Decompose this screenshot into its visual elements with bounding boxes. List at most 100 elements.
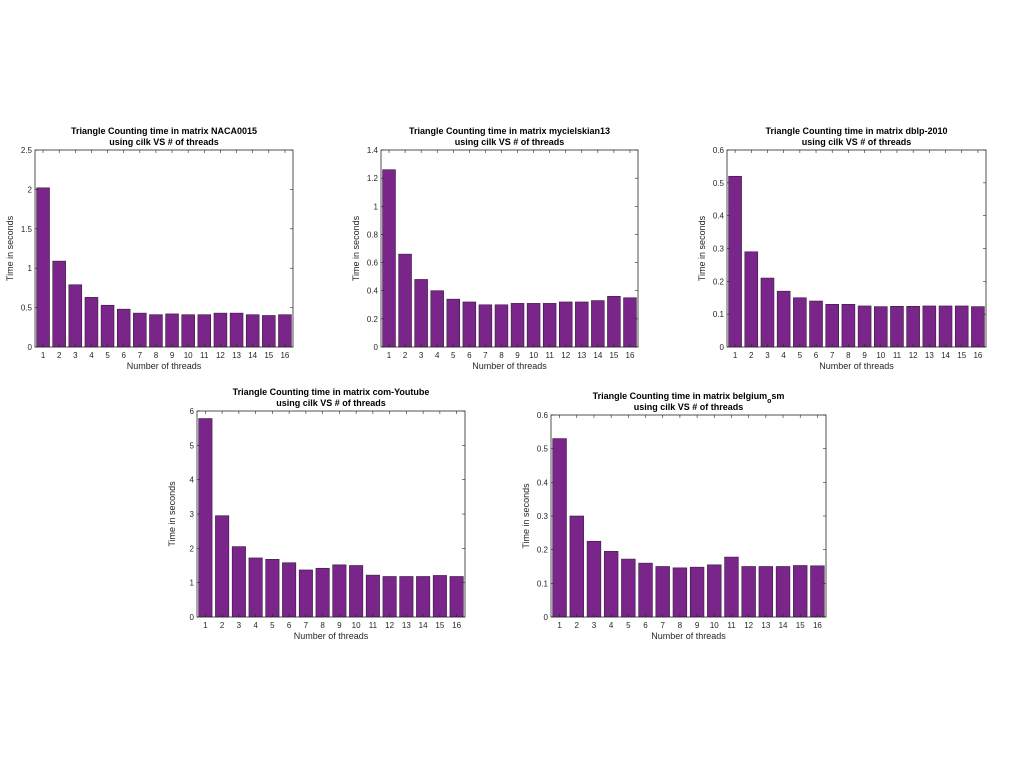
- subplot-5: 1 2 3 4 5 6 7 8 9 10 11 12 13 14 15 1600.10.20.30.40.50…: [521, 391, 827, 641]
- y-axis-label: Time in seconds: [167, 481, 177, 547]
- y-tick-label: 1: [28, 264, 33, 273]
- x-tick-label: 11: [200, 351, 209, 360]
- bar-10: [349, 565, 364, 618]
- x-tick-label: 4: [89, 351, 94, 360]
- x-tick-label: 15: [609, 351, 618, 360]
- x-tick-label: 4: [253, 621, 258, 630]
- bar-1: [728, 175, 742, 348]
- y-tick-label: 2: [190, 544, 195, 553]
- x-tick-label: 2: [57, 351, 62, 360]
- x-tick-label: 2: [575, 621, 580, 630]
- x-tick-label: 3: [765, 351, 770, 360]
- bar-9: [332, 564, 347, 618]
- x-tick-label: 6: [287, 621, 292, 630]
- bar-12: [741, 566, 756, 618]
- x-tick-label: 13: [761, 621, 770, 630]
- y-axis-label: Time in seconds: [521, 483, 531, 549]
- y-tick-label: 0.6: [537, 411, 549, 420]
- x-tick-label: 13: [925, 351, 934, 360]
- x-tick-label: 3: [419, 351, 424, 360]
- x-tick-label: 15: [957, 351, 966, 360]
- x-tick-label: 14: [593, 351, 602, 360]
- y-tick-label: 0.3: [537, 512, 549, 521]
- bar-2: [744, 251, 759, 348]
- bar-5: [100, 304, 115, 348]
- bar-12: [558, 301, 573, 348]
- bar-10: [526, 303, 541, 348]
- bar-6: [282, 562, 297, 618]
- x-tick-label: 6: [643, 621, 648, 630]
- bar-11: [365, 574, 380, 618]
- chart-title-line-2: using cilk VS # of threads: [276, 398, 386, 408]
- bar-3: [586, 540, 602, 618]
- y-tick-label: 0.6: [367, 259, 379, 268]
- x-tick-label: 14: [941, 351, 950, 360]
- bar-11: [724, 556, 739, 618]
- y-tick-label: 0.2: [367, 315, 379, 324]
- y-tick-label: 0.4: [713, 212, 725, 221]
- bar-6: [809, 300, 823, 348]
- x-tick-label: 15: [435, 621, 444, 630]
- bar-16: [623, 297, 637, 348]
- y-tick-label: 2.5: [21, 146, 33, 155]
- bar-3: [760, 277, 775, 348]
- bar-4: [248, 557, 263, 618]
- bar-1: [36, 187, 50, 348]
- plot-frame: [380, 149, 639, 348]
- bar-4: [603, 551, 619, 618]
- title-subscript: o: [767, 398, 771, 405]
- chart-title-line-2: using cilk VS # of threads: [109, 137, 219, 147]
- bar-9: [165, 313, 179, 348]
- x-tick-label: 9: [515, 351, 520, 360]
- bar-7: [825, 304, 839, 348]
- x-tick-label: 5: [451, 351, 456, 360]
- y-tick-label: 3: [190, 510, 195, 519]
- bar-2: [52, 260, 66, 348]
- y-tick-label: 2: [28, 185, 33, 194]
- bar-8: [672, 567, 688, 618]
- bar-5: [793, 297, 807, 348]
- x-tick-label: 4: [781, 351, 786, 360]
- bar-4: [430, 290, 444, 348]
- bar-14: [591, 300, 605, 348]
- x-tick-label: 13: [577, 351, 586, 360]
- subplot-3: 1 2 3 4 5 6 7 8 9 10 11 12 13 14 15 1600.10.20.30.40.50…: [697, 126, 987, 371]
- x-tick-label: 4: [435, 351, 440, 360]
- bar-12: [382, 576, 397, 618]
- y-tick-label: 0.3: [713, 245, 725, 254]
- x-tick-label: 15: [796, 621, 805, 630]
- y-tick-label: 0.2: [537, 546, 549, 555]
- y-tick-label: 6: [190, 407, 195, 416]
- bar-9: [857, 305, 872, 348]
- x-tick-label: 1: [557, 621, 562, 630]
- x-tick-label: 8: [846, 351, 851, 360]
- x-tick-label: 3: [237, 621, 242, 630]
- bar-6: [638, 562, 653, 618]
- y-tick-label: 5: [190, 441, 195, 450]
- x-tick-label: 14: [419, 621, 428, 630]
- bar-16: [971, 306, 985, 348]
- x-tick-label: 3: [592, 621, 597, 630]
- bar-10: [707, 564, 722, 618]
- y-tick-label: 1.4: [367, 146, 379, 155]
- x-tick-label: 5: [626, 621, 631, 630]
- chart-title-line-1: Triangle Counting time in matrix NACA001…: [71, 126, 257, 136]
- x-tick-label: 12: [561, 351, 570, 360]
- x-tick-label: 8: [499, 351, 504, 360]
- subplot-1: 1 2 3 4 5 6 7 8 9 10 11 12 13 14 15 1600.511.522.5Numbe…: [5, 126, 294, 371]
- bar-7: [478, 304, 493, 348]
- bar-1: [198, 418, 213, 618]
- bar-8: [149, 314, 163, 348]
- bar-16: [278, 314, 292, 348]
- x-tick-label: 16: [280, 351, 289, 360]
- bar-8: [841, 304, 856, 348]
- x-tick-label: 1: [733, 351, 738, 360]
- y-tick-label: 0.8: [367, 230, 379, 239]
- x-tick-label: 16: [813, 621, 822, 630]
- bar-9: [689, 566, 705, 618]
- x-tick-label: 11: [727, 621, 736, 630]
- x-tick-label: 7: [483, 351, 488, 360]
- bar-15: [262, 315, 276, 348]
- x-tick-label: 9: [337, 621, 342, 630]
